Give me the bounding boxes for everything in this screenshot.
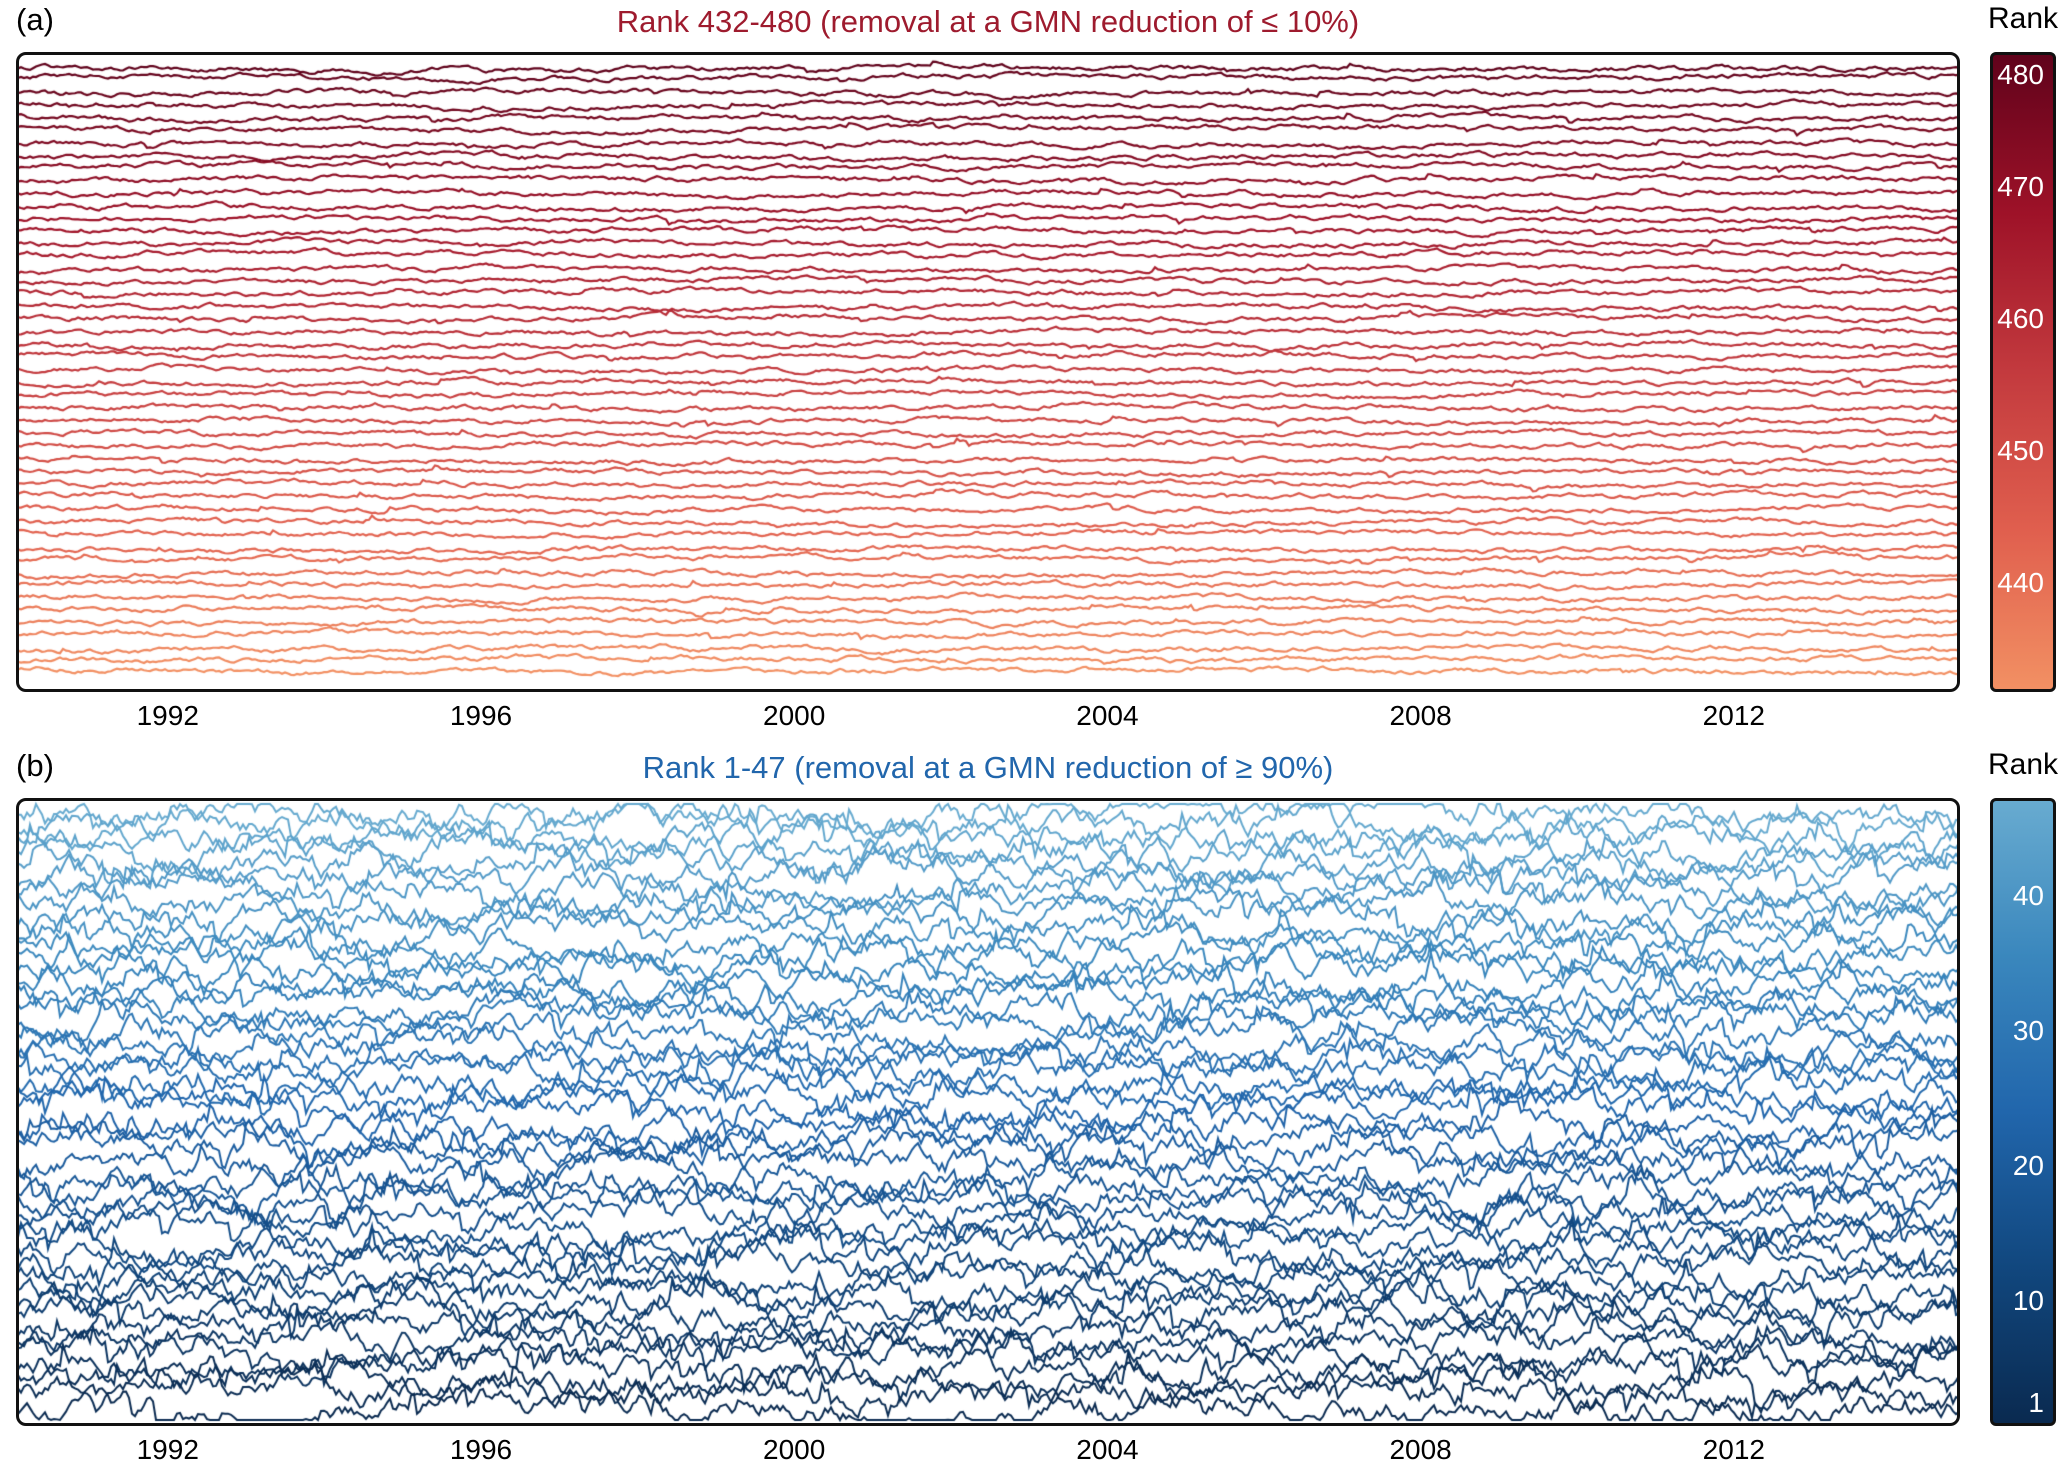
colorbar-tick-label: 40: [2012, 879, 2044, 911]
colorbar-tick-label: 460: [1997, 303, 2044, 335]
x-axis-tick-label: 2000: [763, 1434, 826, 1465]
panel-title: Rank 1-47 (removal at a GMN reduction of…: [642, 750, 1334, 785]
colorbar-title: Rank: [1987, 2, 2059, 35]
colorbar-title: Rank: [1987, 748, 2059, 781]
x-axis: 1992 1996 2000 2004 2008 2012: [19, 700, 1957, 736]
x-axis-tick-label: 2008: [1389, 700, 1452, 731]
colorbar-tick-label: 20: [2012, 1150, 2044, 1182]
colorbar: 40 30 20 10 1: [1990, 798, 2056, 1426]
panel-a: (a) Rank 432-480 (removal at a GMN reduc…: [16, 2, 2059, 736]
panel-letter: (b): [16, 748, 54, 783]
x-axis-tick-label: 2012: [1702, 700, 1765, 731]
x-axis-tick-label: 1992: [136, 700, 199, 731]
x-axis-tick-label: 1996: [449, 700, 513, 731]
x-axis-tick-label: 1992: [136, 1434, 199, 1465]
plot-area: [16, 798, 1960, 1426]
x-axis: 1992 1996 2000 2004 2008 2012: [19, 1434, 1957, 1470]
colorbar-tick-label: 1: [2028, 1387, 2044, 1418]
x-axis-tick-label: 2004: [1076, 1434, 1139, 1465]
rank-lines-canvas: [19, 801, 1957, 1423]
panel-letter: (a): [16, 2, 54, 37]
x-axis-tick-label: 2004: [1076, 700, 1139, 731]
colorbar-tick-label: 470: [1997, 171, 2044, 203]
x-axis-tick-label: 2000: [763, 700, 826, 731]
colorbar-tick-label: 10: [2012, 1285, 2044, 1317]
colorbar-tick-label: 30: [2012, 1014, 2044, 1046]
colorbar-tick-label: 450: [1997, 435, 2044, 467]
plot-area: [16, 52, 1960, 692]
colorbar-tick-label: 480: [1997, 59, 2044, 90]
colorbar-tick-label: 440: [1997, 567, 2044, 599]
panel-b: (b) Rank 1-47 (removal at a GMN reductio…: [0, 746, 2067, 1475]
rank-lines-canvas: [19, 55, 1957, 689]
panel-title: Rank 432-480 (removal at a GMN reduction…: [616, 4, 1360, 39]
x-axis-tick-label: 2012: [1702, 1434, 1765, 1465]
x-axis-tick-label: 1996: [449, 1434, 513, 1465]
colorbar: 480 470 460 450 440: [1990, 52, 2056, 692]
x-axis-tick-label: 2008: [1389, 1434, 1452, 1465]
